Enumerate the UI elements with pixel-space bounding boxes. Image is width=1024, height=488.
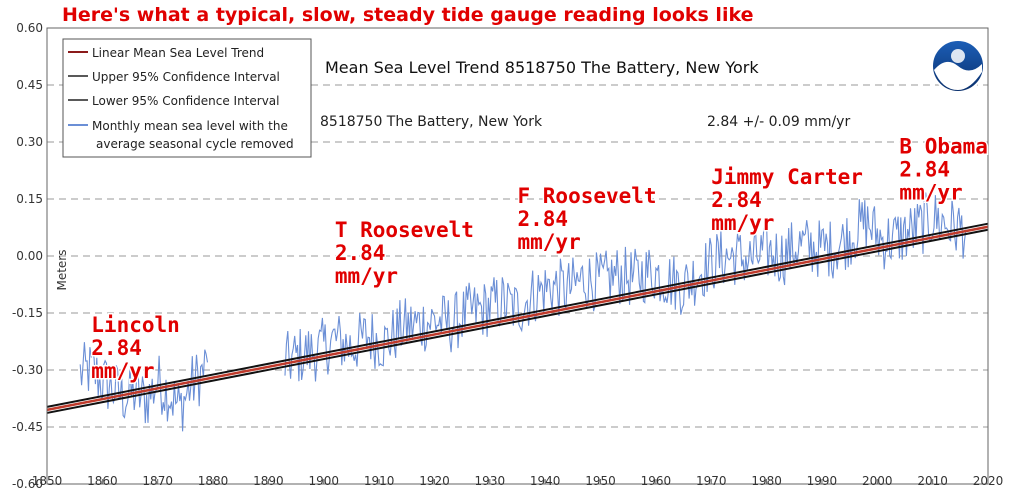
confidence-interval-line [46, 222, 989, 408]
annotation-line: 2.84 [711, 188, 762, 212]
annotation-line: Lincoln [91, 313, 180, 337]
annotation-line: 2.84 [91, 336, 142, 360]
x-tick-label: 1920 [419, 474, 450, 488]
chart-subtitle: 8518750 The Battery, New York [320, 114, 543, 130]
x-tick-label: 1900 [308, 474, 339, 488]
x-tick-label: 1930 [475, 474, 506, 488]
monthly-series-line [284, 192, 967, 382]
y-tick-label: 0.60 [16, 21, 43, 35]
y-tick-label: 0.30 [16, 135, 43, 149]
x-tick-label: 1980 [751, 474, 782, 488]
annotation-line: 2.84 [899, 157, 950, 181]
annotation-line: mm/yr [335, 264, 398, 288]
x-tick-label: 1940 [530, 474, 561, 488]
annotation-line: T Roosevelt [335, 218, 474, 242]
linear-trend-line [46, 225, 989, 412]
y-tick-label: -0.15 [12, 306, 43, 320]
x-tick-label: 1860 [87, 474, 118, 488]
x-tick-label: 2000 [862, 474, 893, 488]
annotation-line: Jimmy Carter [711, 165, 863, 189]
annotation-line: mm/yr [91, 359, 154, 383]
x-tick-label: 1910 [364, 474, 395, 488]
annotation-line: mm/yr [711, 211, 774, 235]
legend-label-trend: Linear Mean Sea Level Trend [92, 46, 264, 60]
chart-title: Mean Sea Level Trend 8518750 The Battery… [325, 58, 759, 77]
x-tick-label: 1870 [142, 474, 173, 488]
y-tick-label: 0.00 [16, 249, 43, 263]
noaa-logo-icon [931, 39, 985, 93]
annotation-line: F Roosevelt [518, 184, 657, 208]
x-tick-label: 1850 [32, 474, 63, 488]
annotation-line: mm/yr [899, 180, 962, 204]
y-tick-label: -0.60 [12, 477, 43, 488]
y-axis-label: Meters [55, 249, 69, 290]
x-tick-label: 1960 [641, 474, 672, 488]
x-tick-label: 1880 [198, 474, 229, 488]
plot-frame [46, 27, 989, 485]
trend-rate-text: 2.84 +/- 0.09 mm/yr [707, 114, 850, 130]
x-tick-label: 2020 [973, 474, 1004, 488]
x-tick-label: 1890 [253, 474, 284, 488]
annotation-line: B Obama [899, 134, 988, 158]
annotation-line: 2.84 [518, 207, 569, 231]
x-tick-label: 2010 [917, 474, 948, 488]
y-tick-label: 0.45 [16, 78, 43, 92]
legend-label-upper: Upper 95% Confidence Interval [92, 70, 280, 84]
legend-label-monthly-line2: average seasonal cycle removed [96, 137, 294, 151]
x-tick-label: 1990 [807, 474, 838, 488]
y-tick-label: 0.15 [16, 192, 43, 206]
legend: Linear Mean Sea Level Trend Upper 95% Co… [62, 38, 312, 158]
legend-label-monthly: Monthly mean sea level with the [92, 119, 288, 133]
x-tick-label: 1950 [585, 474, 616, 488]
annotation-line: 2.84 [335, 241, 386, 265]
y-tick-label: -0.30 [12, 363, 43, 377]
headline: Here's what a typical, slow, steady tide… [62, 4, 753, 26]
confidence-interval-line [46, 228, 989, 414]
y-tick-label: -0.45 [12, 420, 43, 434]
x-tick-label: 1970 [696, 474, 727, 488]
legend-label-lower: Lower 95% Confidence Interval [92, 94, 280, 108]
annotation-line: mm/yr [518, 230, 581, 254]
